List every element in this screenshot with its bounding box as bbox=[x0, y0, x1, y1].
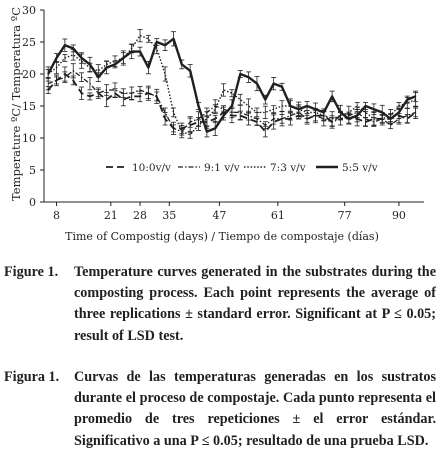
x-axis-label: Time of Compostig (days) / Tiempo de com… bbox=[65, 230, 379, 243]
y-axis-label: Temperature ºC/ Temperatura ºC bbox=[9, 7, 23, 201]
x-tick-label: 21 bbox=[104, 209, 118, 222]
y-tick-label: 15 bbox=[22, 100, 36, 113]
y-tick-label: 20 bbox=[22, 68, 36, 81]
caption-label-english: Figure 1. bbox=[4, 264, 59, 280]
x-tick-label: 28 bbox=[133, 209, 147, 222]
y-tick-label: 5 bbox=[29, 164, 36, 177]
chart-series-layer bbox=[45, 28, 419, 139]
x-tick-label: 47 bbox=[212, 209, 226, 222]
x-tick-label: 90 bbox=[392, 209, 406, 222]
legend-label-1: 10:0v/v bbox=[132, 162, 171, 174]
y-tick-label: 10 bbox=[22, 132, 36, 145]
caption-text-spanish: Curvas de las temperaturas generadas en … bbox=[74, 369, 436, 449]
legend-label-2: 9:1 v/v bbox=[204, 162, 240, 174]
legend-label-3: 7:3 v/v bbox=[270, 162, 306, 174]
temperature-line-chart: 0 5 10 15 20 25 30 8 21 28 35 47 61 77 90 10:0v/v 9:1 v… bbox=[9, 4, 424, 243]
figure-caption-spanish: Figura 1. Curvas de las temperaturas gen… bbox=[0, 367, 440, 452]
caption-label-spanish: Figura 1. bbox=[4, 369, 60, 385]
y-tick-label: 0 bbox=[29, 196, 36, 209]
legend-label-4: 5:5 v/v bbox=[342, 162, 378, 174]
x-tick-label: 35 bbox=[162, 209, 176, 222]
y-tick-label: 30 bbox=[22, 4, 36, 17]
x-tick-label: 77 bbox=[338, 209, 352, 222]
x-tick-label: 61 bbox=[271, 209, 285, 222]
y-tick-label: 25 bbox=[22, 36, 36, 49]
chart-legend: 10:0v/v 9:1 v/v 7:3 v/v 5:5 v/v bbox=[106, 162, 378, 174]
series-line-2 bbox=[47, 70, 416, 133]
x-tick-label: 8 bbox=[53, 209, 60, 222]
chart-ticks-layer: 0 5 10 15 20 25 30 8 21 28 35 47 61 77 90 bbox=[22, 4, 406, 222]
figure-caption-english: Figure 1. Temperature curves generated i… bbox=[0, 262, 440, 347]
caption-text-english: Temperature curves generated in the subs… bbox=[74, 264, 436, 344]
